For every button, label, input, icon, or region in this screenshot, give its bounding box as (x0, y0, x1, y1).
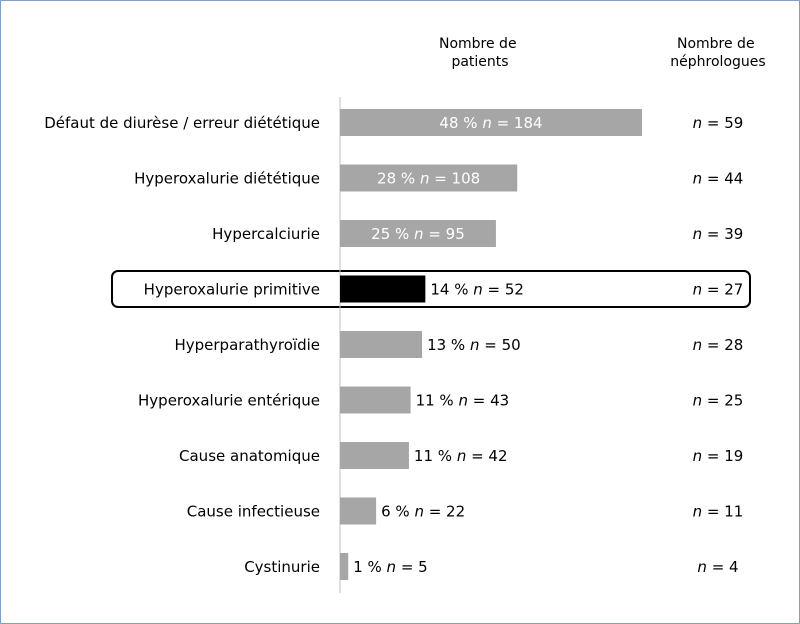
bar-value-label: 13 % n = 50 (427, 336, 521, 354)
nephrologist-count: n = 11 (693, 503, 744, 521)
nephrologist-count: n = 59 (693, 114, 744, 132)
bar-value-label: 6 % n = 22 (381, 503, 465, 521)
bar-value-label: 11 % n = 43 (416, 392, 510, 410)
bar (340, 164, 518, 192)
category-label: Hyperoxalurie diététique (134, 170, 320, 188)
category-label: Cause anatomique (179, 447, 320, 465)
category-label: Cause infectieuse (187, 503, 320, 521)
bar (340, 109, 642, 136)
nephrologist-count: n = 27 (693, 281, 744, 299)
category-label: Hyperparathyroïdie (174, 336, 320, 354)
category-label: Cystinurie (244, 558, 320, 576)
patients-header: Nombre de patients (439, 36, 521, 70)
nephrologist-count: n = 4 (697, 558, 738, 576)
bar (340, 220, 496, 247)
bar-value-label: 28 % n = 108 (377, 170, 480, 188)
bar (340, 331, 423, 358)
category-label: Hyperoxalurie primitive (144, 281, 320, 299)
bar (340, 386, 411, 414)
bar (340, 497, 377, 525)
column-headers: Nombre de patients Nombre de néphrologue… (439, 36, 766, 70)
category-label: Défaut de diurèse / erreur diététique (44, 114, 320, 132)
bar-value-label: 25 % n = 95 (371, 225, 465, 243)
highlight-box (111, 270, 751, 308)
bar (340, 553, 349, 580)
bar-value-label: 11 % n = 42 (414, 447, 508, 465)
bar-value-label: 1 % n = 5 (353, 558, 428, 576)
nephrologist-count: n = 19 (693, 447, 744, 465)
nephrologist-count: n = 25 (693, 392, 744, 410)
nephrologist-count: n = 28 (693, 336, 744, 354)
category-label: Hypercalciurie (212, 225, 320, 243)
bar (340, 275, 426, 303)
bar (340, 442, 409, 469)
nephrologist-count: n = 44 (693, 170, 744, 188)
category-label: Hyperoxalurie entérique (138, 392, 320, 410)
nephrologist-count: n = 39 (693, 225, 744, 243)
bar-value-label: 14 % n = 52 (430, 281, 524, 299)
bar-value-label: 48 % n = 184 (439, 114, 542, 132)
nephrologists-header: Nombre de néphrologues (670, 36, 765, 70)
